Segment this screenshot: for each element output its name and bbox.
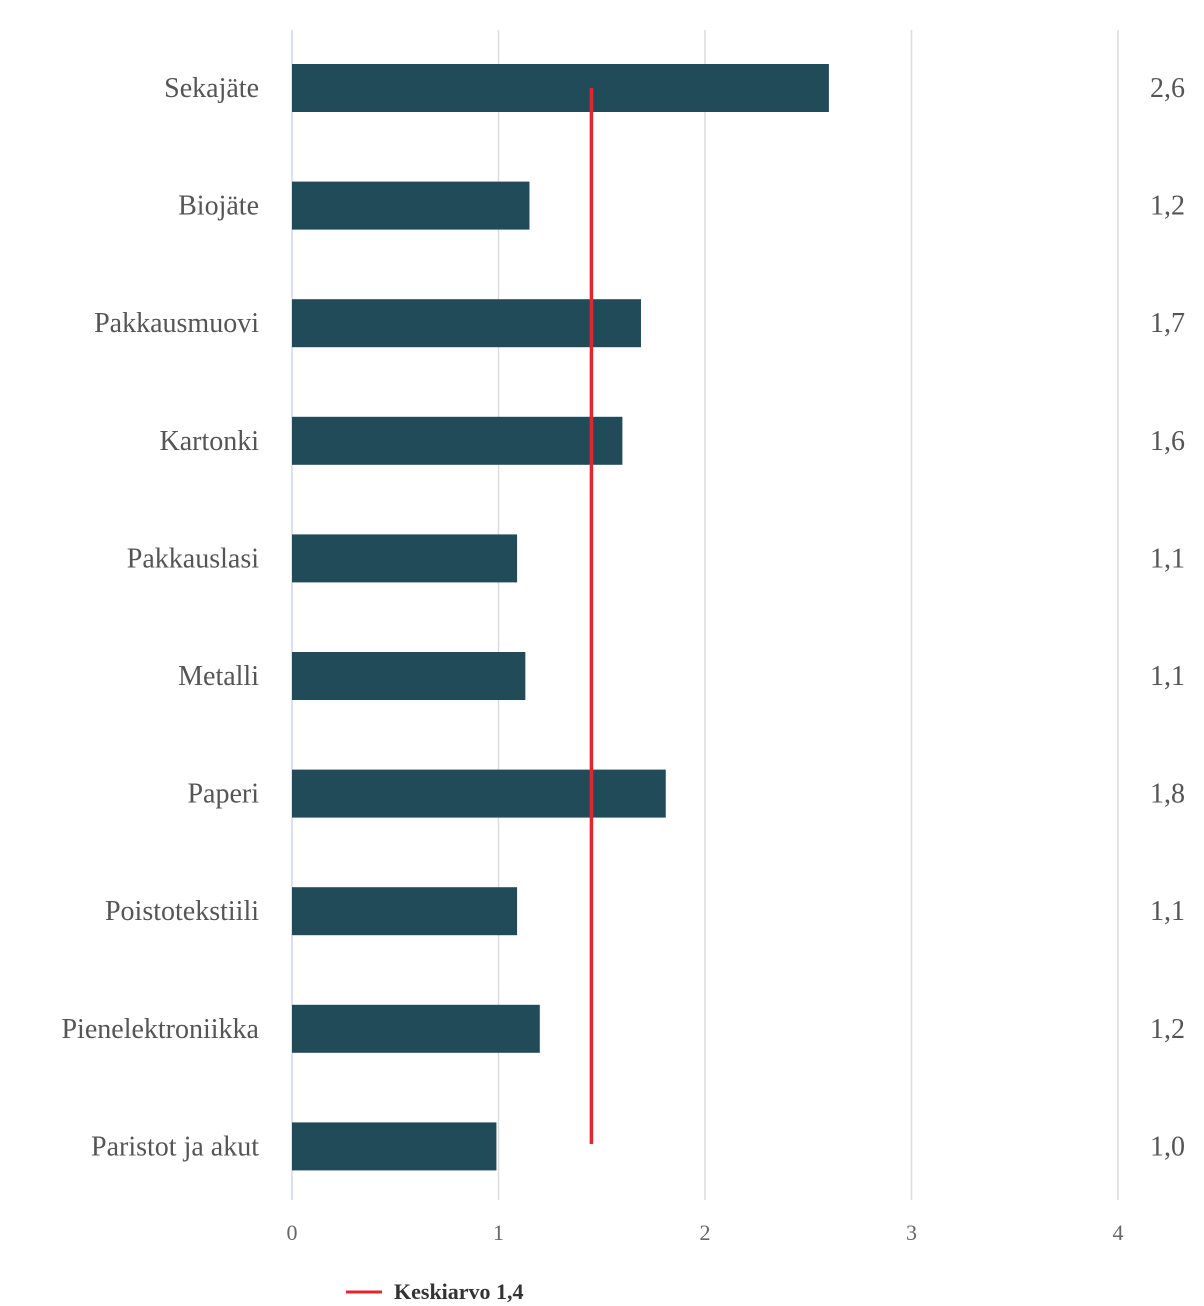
value-label: 1,2: [1150, 1014, 1185, 1045]
legend: Keskiarvo 1,4: [346, 1279, 524, 1304]
bar: [292, 181, 530, 230]
category-label: Metalli: [178, 661, 259, 692]
bar: [292, 1122, 497, 1171]
x-tick-label: 0: [287, 1220, 298, 1245]
x-tick-label: 3: [906, 1220, 917, 1245]
bar: [292, 769, 666, 818]
value-label: 1,6: [1150, 426, 1185, 457]
bar: [292, 1004, 540, 1053]
category-label: Kartonki: [159, 426, 259, 457]
bar: [292, 534, 518, 583]
bars: [292, 64, 829, 1171]
value-label: 1,0: [1150, 1131, 1185, 1162]
value-label: 1,2: [1150, 191, 1185, 222]
bar: [292, 416, 623, 465]
category-label: Pakkausmuovi: [94, 308, 259, 339]
category-label: Paperi: [187, 779, 259, 810]
value-label: 1,7: [1150, 308, 1185, 339]
value-label: 1,1: [1150, 661, 1185, 692]
value-labels: 2,6 1,2 1,7 1,6 1,1 1,1 1,8 1,1 1,2 1,0: [1150, 73, 1185, 1162]
bar: [292, 299, 641, 348]
bar: [292, 652, 526, 700]
category-label: Sekajäte: [164, 73, 259, 104]
x-axis-ticks: 0 1 2 3 4: [287, 1220, 1124, 1245]
value-label: 1,1: [1150, 543, 1185, 574]
x-tick-label: 1: [493, 1220, 504, 1245]
value-label: 1,8: [1150, 779, 1185, 810]
category-labels: Sekajäte Biojäte Pakkausmuovi Kartonki Pakka…: [61, 73, 259, 1162]
category-label: Pienelektroniikka: [61, 1014, 259, 1045]
bar: [292, 887, 518, 936]
x-tick-label: 2: [700, 1220, 711, 1245]
category-label: Paristot ja akut: [91, 1131, 259, 1162]
value-label: 1,1: [1150, 896, 1185, 927]
x-tick-label: 4: [1113, 1220, 1124, 1245]
category-label: Poistotekstiili: [105, 896, 259, 927]
category-label: Pakkauslasi: [127, 543, 259, 574]
bar: [292, 64, 829, 112]
value-label: 2,6: [1150, 73, 1185, 104]
legend-label: Keskiarvo 1,4: [394, 1279, 524, 1304]
category-label: Biojäte: [178, 191, 259, 222]
